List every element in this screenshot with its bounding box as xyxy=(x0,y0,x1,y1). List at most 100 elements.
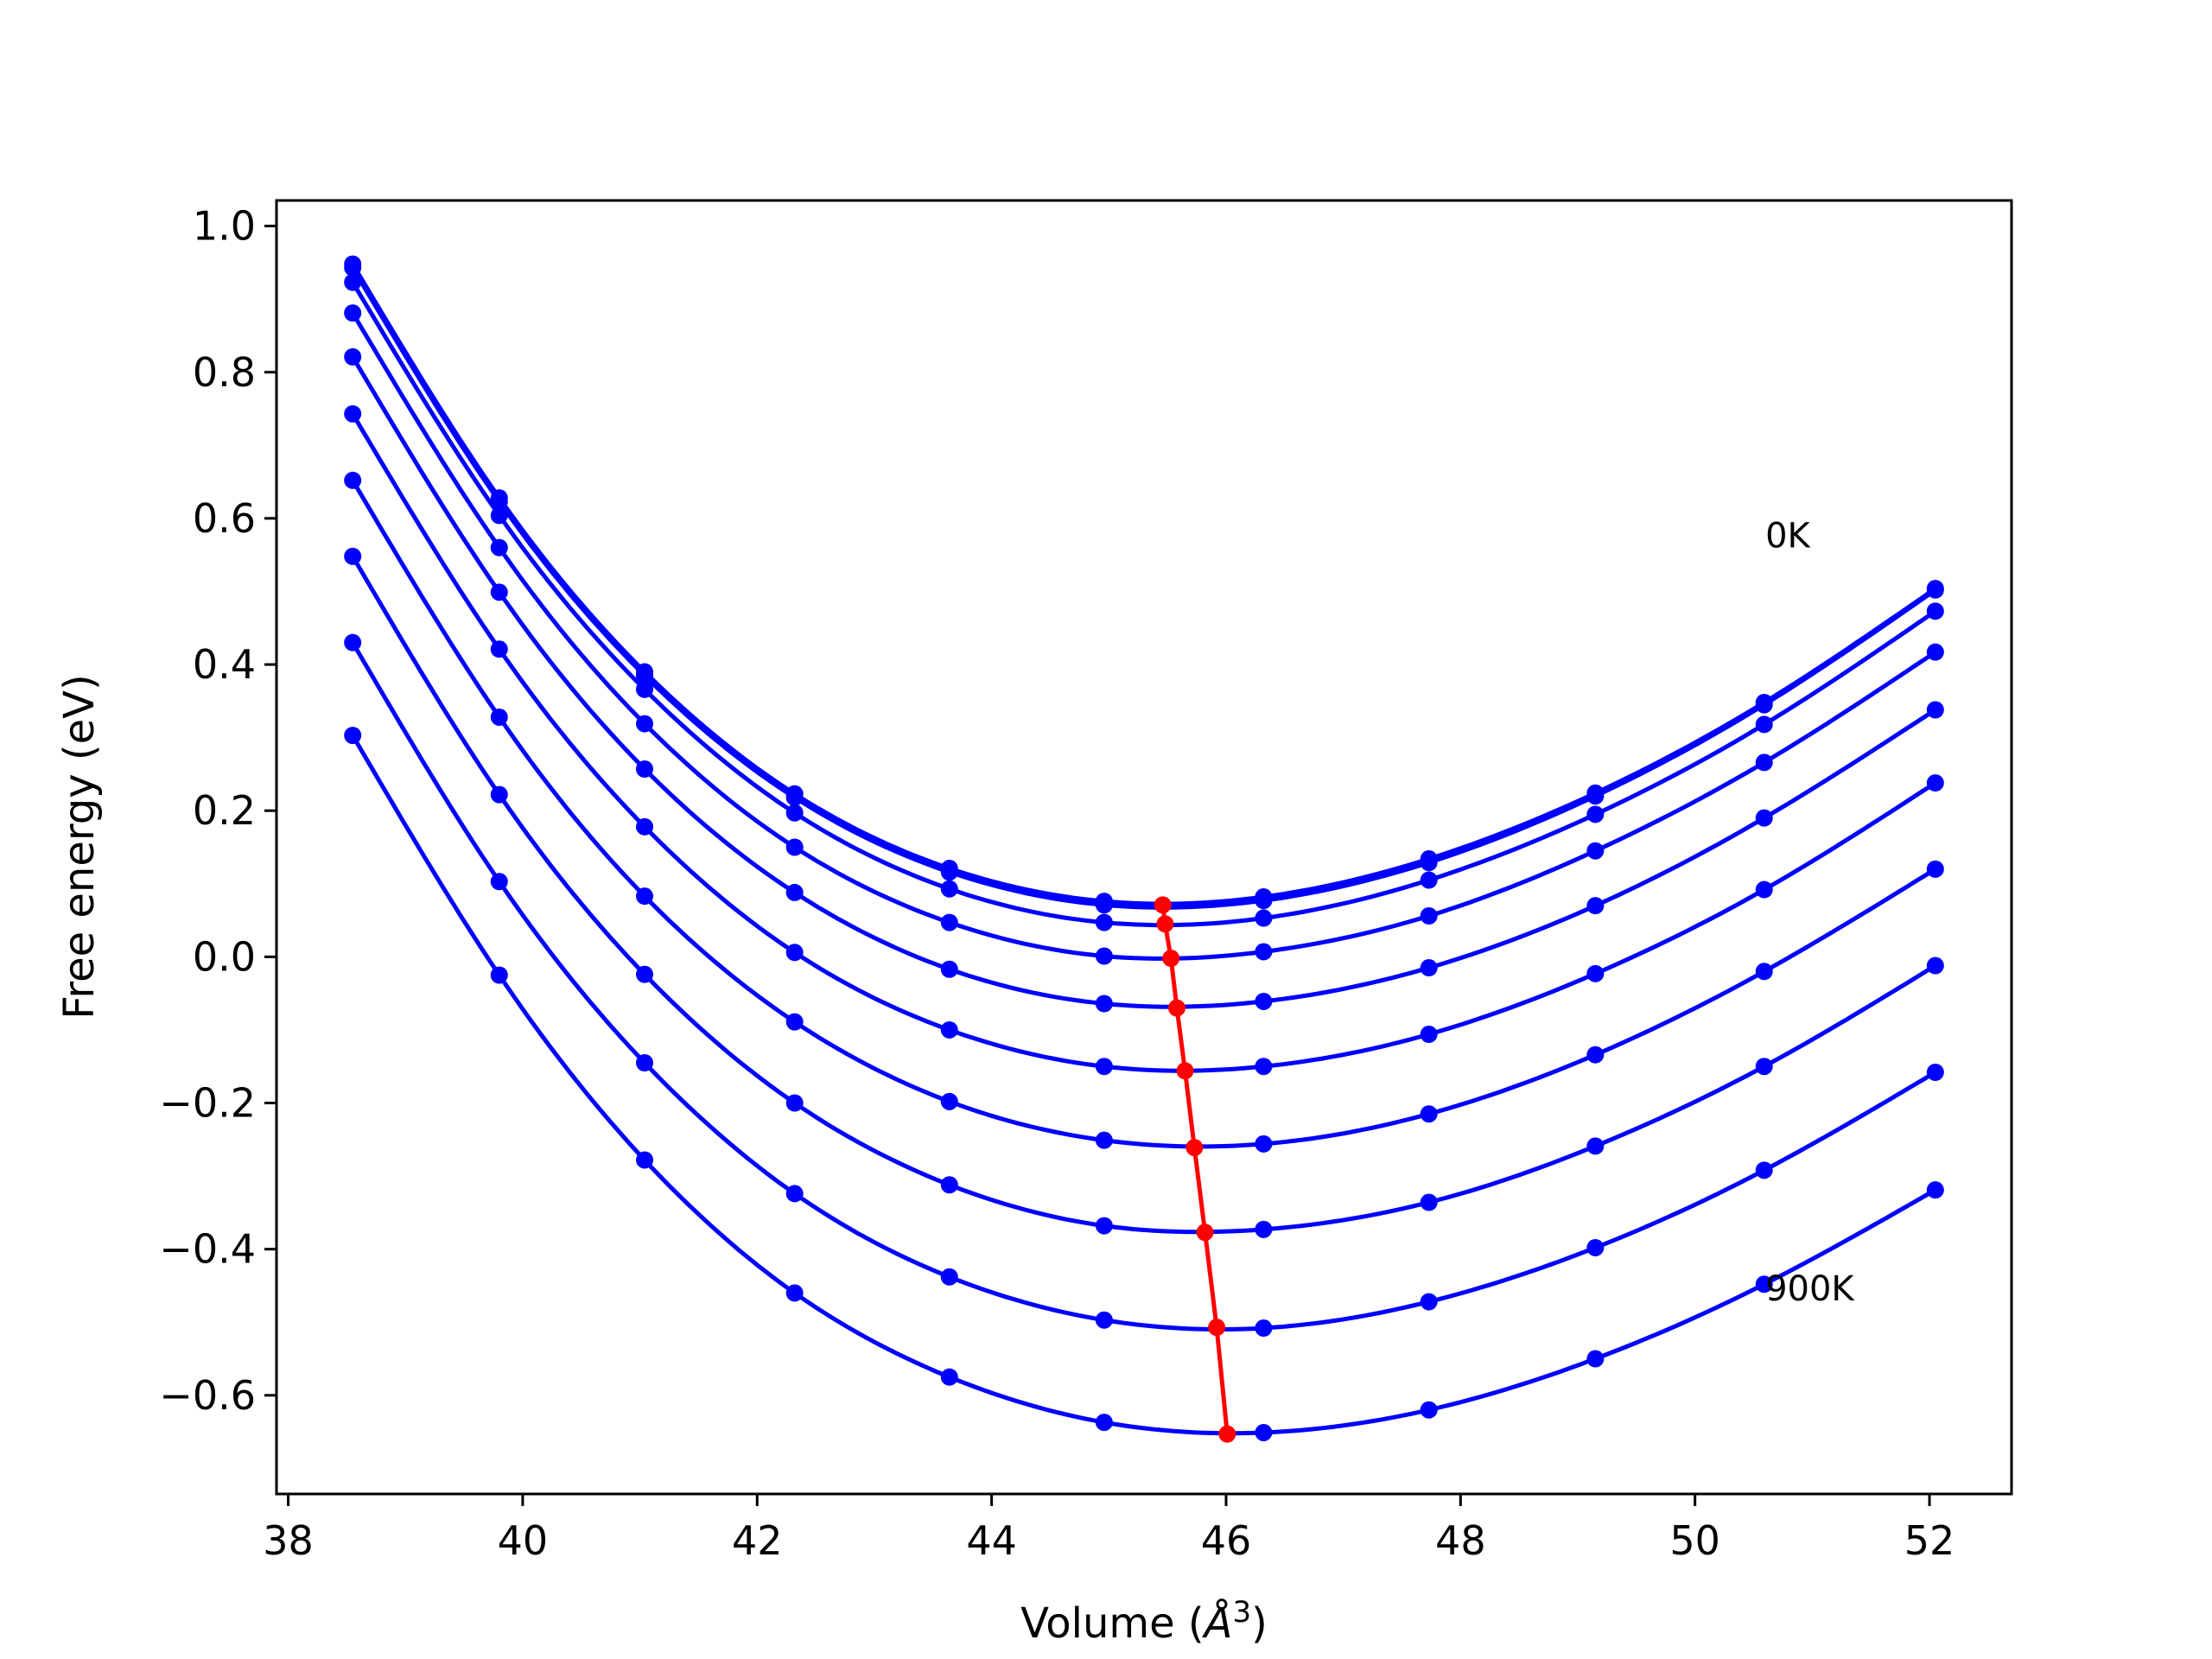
series-point xyxy=(1755,753,1773,772)
series-point xyxy=(636,817,654,836)
y-tick-label: 1.0 xyxy=(193,203,256,250)
series-point xyxy=(1755,1058,1773,1076)
series-point xyxy=(785,883,804,901)
series-point xyxy=(490,785,508,804)
series-point xyxy=(1420,1401,1438,1419)
minima-point xyxy=(1162,950,1180,968)
series-line xyxy=(351,311,1937,961)
series-point xyxy=(636,1054,654,1071)
series-point xyxy=(785,1284,804,1302)
x-tick-label: 48 xyxy=(1435,1517,1486,1564)
series-point xyxy=(1586,1238,1605,1256)
series-point xyxy=(636,666,654,684)
y-tick-label: 0.0 xyxy=(193,933,256,980)
x-tick-label: 50 xyxy=(1669,1517,1720,1564)
series-point xyxy=(1095,913,1113,931)
series-point xyxy=(344,547,362,565)
series-point xyxy=(1926,1181,1944,1199)
annotations: 0K 900K xyxy=(1765,517,1855,1309)
series-point xyxy=(1755,809,1773,827)
minima-point xyxy=(1218,1425,1236,1443)
series-point xyxy=(1755,696,1773,714)
series-point xyxy=(636,760,654,779)
curve-annotation: 0K xyxy=(1765,517,1811,556)
x-tick-label: 44 xyxy=(966,1517,1017,1564)
series-point xyxy=(490,583,508,601)
series-point xyxy=(344,727,362,745)
series-point xyxy=(1255,1220,1273,1238)
y-tick-label: −0.6 xyxy=(159,1372,256,1419)
series-point xyxy=(1095,1058,1113,1076)
series-point xyxy=(636,887,654,906)
y-tick-label: −0.4 xyxy=(159,1226,256,1273)
series-point xyxy=(1255,1319,1273,1338)
series-point xyxy=(1420,854,1438,872)
minima-point xyxy=(1154,896,1172,914)
series-point xyxy=(1255,892,1273,910)
series-point xyxy=(940,880,958,898)
y-tick-label: −0.2 xyxy=(159,1080,256,1127)
series-point xyxy=(1586,1046,1605,1064)
y-tick-label: 0.4 xyxy=(193,641,256,688)
series-point xyxy=(636,965,654,983)
series-point xyxy=(1586,1350,1605,1368)
series-point xyxy=(1755,880,1773,899)
series-point xyxy=(490,538,508,556)
series-point xyxy=(940,1368,958,1386)
series-point xyxy=(1926,701,1944,719)
series-line xyxy=(351,479,1937,1149)
series-point xyxy=(1255,1058,1273,1076)
series-point xyxy=(940,960,958,978)
series-point xyxy=(1755,1275,1773,1294)
series-point xyxy=(1755,963,1773,981)
series-point xyxy=(1420,1026,1438,1044)
series-point xyxy=(785,838,804,856)
series-point xyxy=(1255,992,1273,1010)
series-point xyxy=(1095,1131,1113,1149)
series-point xyxy=(1926,860,1944,878)
series-point xyxy=(1095,896,1113,914)
series-point xyxy=(1255,943,1273,961)
series-point xyxy=(344,258,362,276)
series-point xyxy=(940,913,958,931)
series-point xyxy=(1586,805,1605,823)
series-point xyxy=(636,1151,654,1169)
series-line xyxy=(351,281,1937,928)
minima-line xyxy=(1154,896,1236,1443)
series-point xyxy=(1586,787,1605,805)
series-point xyxy=(1926,1063,1944,1081)
y-axis-ticks: −0.6 −0.4 −0.2 0.0 0.2 0.4 0.6 0.8 1.0 xyxy=(159,203,276,1419)
series-point xyxy=(1095,1414,1113,1432)
series-point xyxy=(785,1013,804,1031)
series-point xyxy=(940,1020,958,1039)
series-point xyxy=(1586,1137,1605,1155)
series-point xyxy=(490,966,508,984)
series-point xyxy=(1926,602,1944,620)
y-tick-label: 0.6 xyxy=(193,495,256,542)
series-point xyxy=(490,873,508,891)
series-point xyxy=(940,1092,958,1110)
x-tick-label: 52 xyxy=(1904,1517,1955,1564)
series-line xyxy=(351,266,1937,910)
series-point xyxy=(490,708,508,726)
series-point xyxy=(1420,1193,1438,1211)
series-point xyxy=(1755,715,1773,734)
series-point xyxy=(940,863,958,881)
series-line xyxy=(351,555,1937,1235)
x-tick-label: 46 xyxy=(1201,1517,1252,1564)
plot-frame xyxy=(275,199,2013,1496)
series-point xyxy=(1586,964,1605,982)
series-point xyxy=(785,1185,804,1203)
series-point xyxy=(344,633,362,652)
series-line xyxy=(351,641,1937,1332)
series-point xyxy=(490,506,508,524)
series-point xyxy=(785,804,804,822)
series-curves xyxy=(344,255,1944,1441)
series-point xyxy=(1755,1161,1773,1179)
series-point xyxy=(636,680,654,698)
y-tick-label: 0.8 xyxy=(193,349,256,396)
series-line xyxy=(351,412,1937,1073)
x-axis-label: Volume (Å3) xyxy=(1020,1595,1268,1648)
